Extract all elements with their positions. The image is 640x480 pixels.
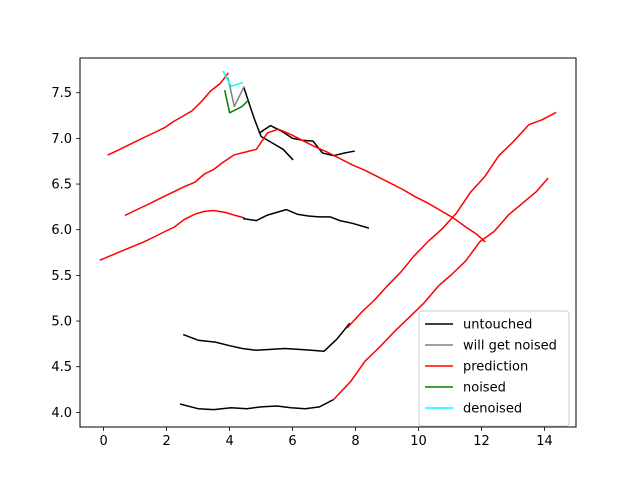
x-tick-label: 12 [473,434,490,449]
y-tick-label: 6.0 [51,223,72,238]
legend-label-untouched: untouched [463,318,532,333]
series-line-untouched-8 [242,208,370,229]
series-layer [99,70,557,411]
y-tick-label: 6.5 [51,178,72,193]
series-line-untouched-1 [242,86,294,161]
x-tick-label: 2 [162,434,170,449]
series-line-prediction-7 [99,209,245,261]
y-tick-label: 4.0 [51,406,72,421]
series-line-prediction-0 [107,72,230,156]
legend: untouched will get noised prediction noised… [418,310,570,427]
series-line-untouched-9 [182,322,351,352]
series-line-denoised-5 [222,70,244,88]
y-axis: 4.0 4.5 5.0 5.5 6.0 6.5 7.0 7.5 [51,86,80,421]
x-tick-label: 0 [99,434,107,449]
series-line-untouched-2 [258,124,355,157]
y-tick-label: 4.5 [51,360,72,375]
series-line-untouched-10 [179,398,335,411]
legend-label-noised: noised [463,381,506,396]
y-tick-label: 7.0 [51,132,72,147]
legend-box [418,310,570,427]
x-tick-label: 4 [225,434,233,449]
series-line-prediction-6 [124,128,486,243]
plot-frame [79,57,577,428]
x-tick-label: 10 [410,434,427,449]
series-line-prediction-12 [332,177,549,401]
y-tick-label: 5.0 [51,315,72,330]
x-tick-label: 8 [351,434,359,449]
series-line-noised-4 [224,90,250,114]
legend-label-denoised: denoised [463,402,522,417]
x-tick-label: 6 [288,434,296,449]
legend-label-prediction: prediction [463,360,528,375]
legend-label-will-get-noised: will get noised [463,339,557,354]
series-line-will-get-noised-3 [227,77,245,108]
x-axis: 0 2 4 6 8 10 12 14 [99,427,553,449]
series-line-prediction-11 [346,111,557,329]
y-tick-label: 5.5 [51,269,72,284]
y-tick-label: 7.5 [51,86,72,101]
x-tick-label: 14 [536,434,553,449]
